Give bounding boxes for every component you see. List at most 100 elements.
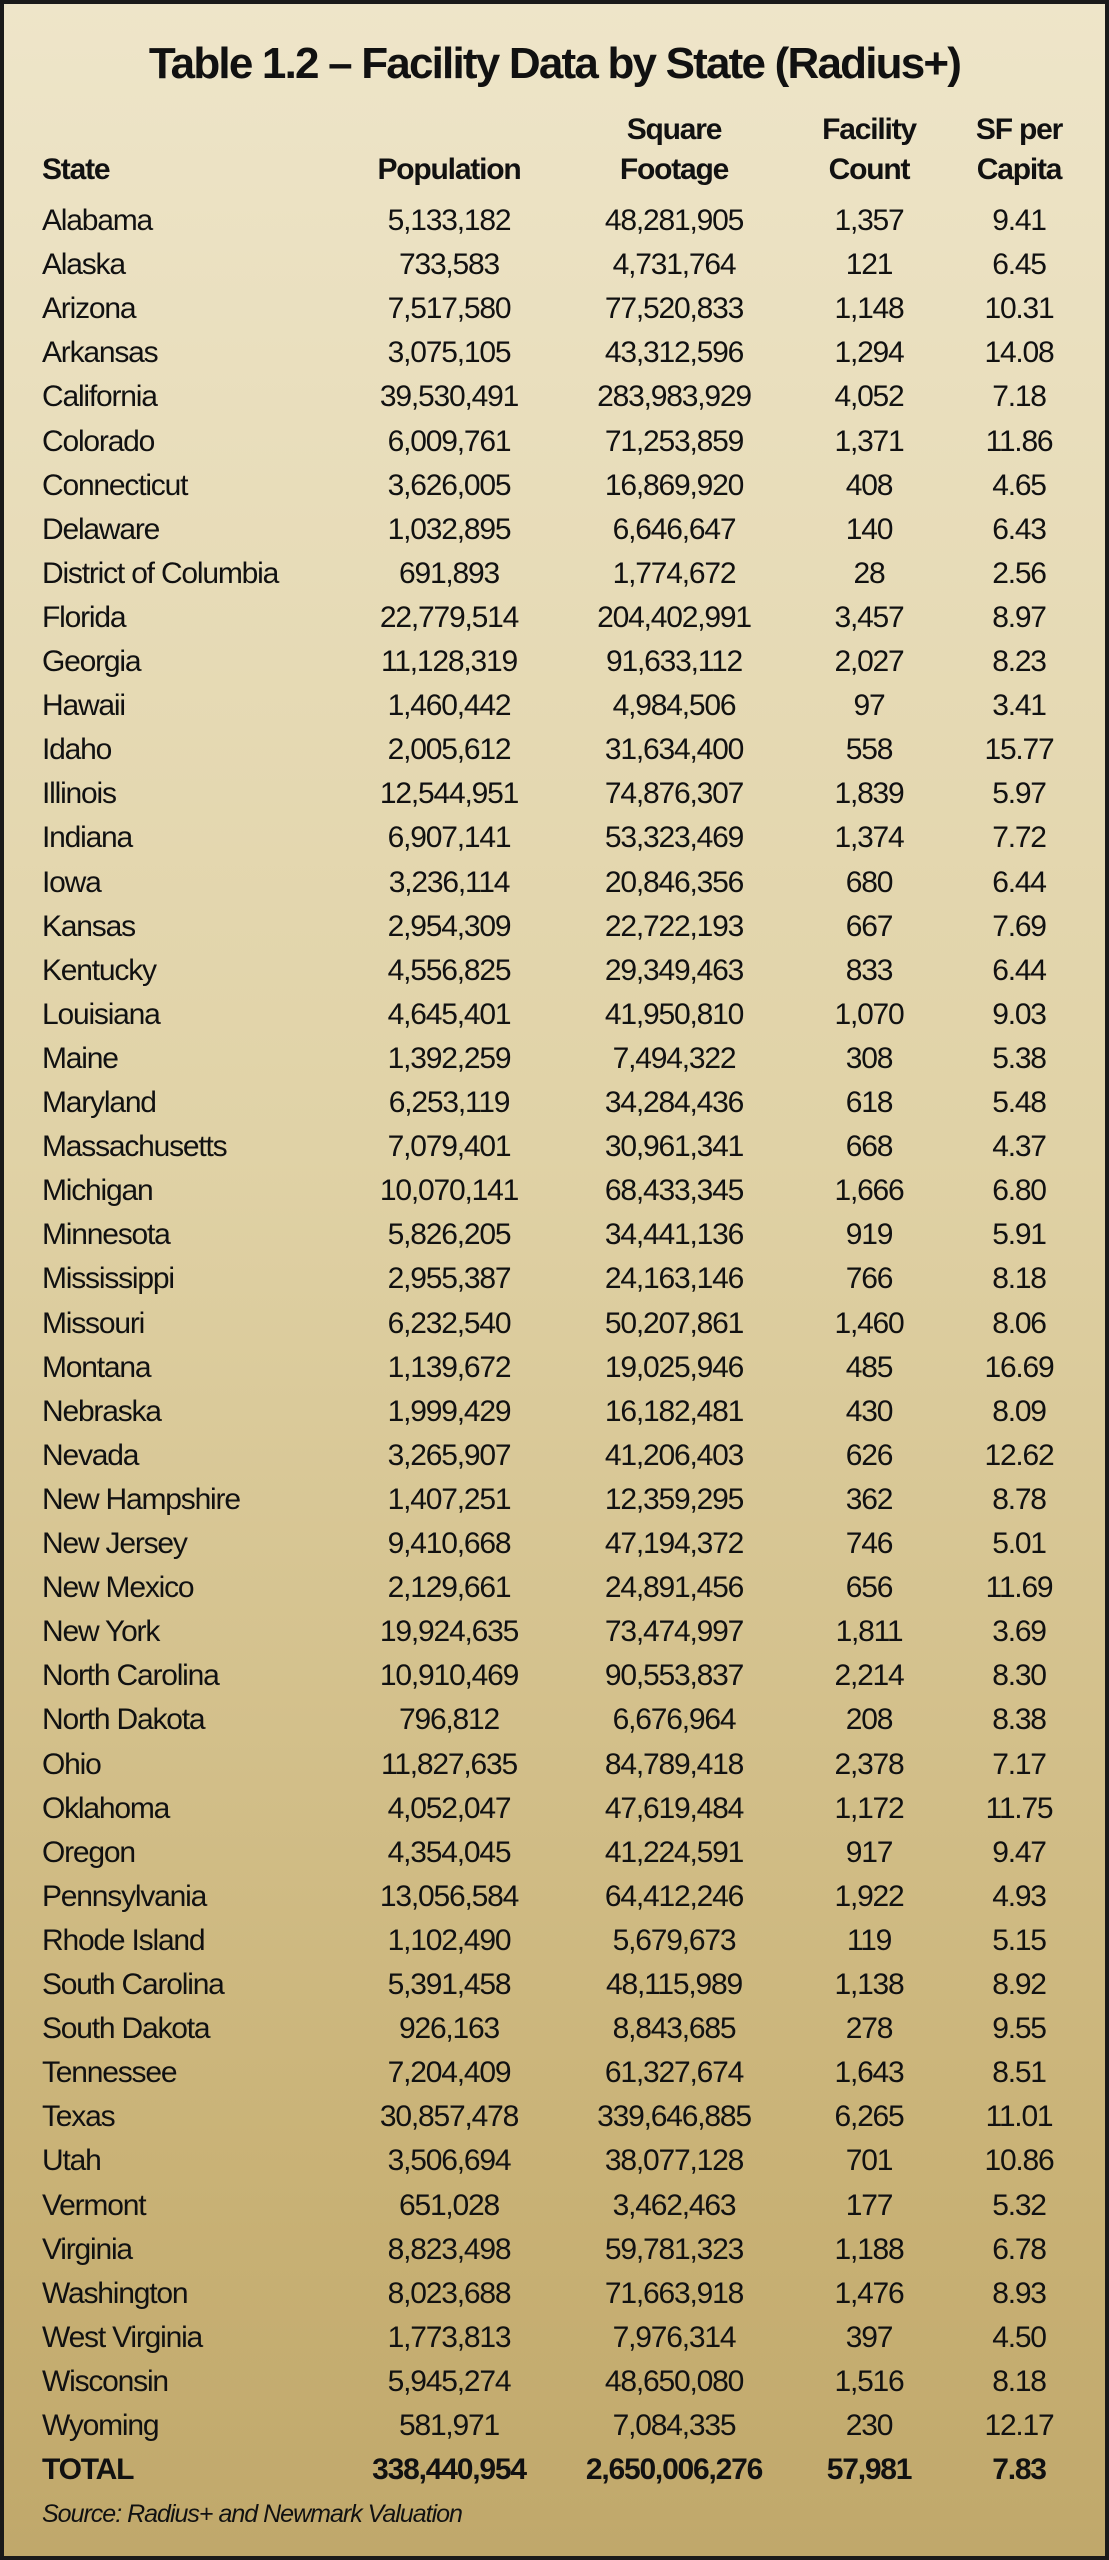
header-state-label: State — [42, 153, 111, 186]
table-row: Oregon 4,354,045 41,224,591 917 9.47 — [4, 1831, 1105, 1875]
cell-sf-per-capita: 5.91 — [992, 1218, 1047, 1252]
table-row: Indiana 6,907,141 53,323,469 1,374 7.72 — [4, 816, 1105, 860]
cell-state: Hawaii — [42, 689, 126, 723]
table-row: Rhode Island 1,102,490 5,679,673 119 5.15 — [4, 1919, 1105, 1963]
cell-square-footage: 43,312,596 — [604, 336, 744, 370]
cell-square-footage: 6,646,647 — [612, 512, 737, 546]
cell-population: 733,583 — [398, 248, 500, 282]
cell-state: New Hampshire — [42, 1482, 241, 1516]
cell-population: 5,391,458 — [387, 1968, 512, 2001]
cell-facility-count: 2,214 — [834, 1659, 904, 1693]
cell-facility-count: 1,666 — [834, 1174, 904, 1208]
cell-sf-per-capita: 9.55 — [992, 2012, 1047, 2046]
cell-state: Connecticut — [42, 468, 188, 502]
table-row: Nebraska 1,999,429 16,182,481 430 8.09 — [4, 1390, 1105, 1434]
cell-population: 39,530,491 — [379, 380, 519, 414]
cell-population: 6,232,540 — [387, 1306, 512, 1340]
cell-square-footage: 1,774,672 — [612, 556, 737, 590]
cell-sf-per-capita: 9.03 — [992, 997, 1047, 1031]
cell-sf-per-capita: 8.93 — [992, 2276, 1047, 2310]
table-row: Nevada 3,265,907 41,206,403 626 12.62 — [4, 1434, 1105, 1478]
cell-facility-count: 408 — [845, 468, 894, 502]
table-row: South Carolina 5,391,458 48,115,989 1,138 8.… — [4, 1963, 1105, 2007]
cell-population: 1,407,251 — [387, 1482, 512, 1516]
cell-population: 651,028 — [398, 2188, 500, 2222]
cell-state: Nebraska — [42, 1394, 162, 1428]
header-facility-count: Facility Count — [804, 110, 934, 190]
table-row: Arkansas 3,075,105 43,312,596 1,294 14.08 — [4, 331, 1105, 375]
cell-square-footage: 16,869,920 — [604, 468, 744, 502]
cell-square-footage: 41,224,591 — [604, 1835, 744, 1869]
cell-population: 7,517,580 — [387, 292, 512, 326]
table-row: Maryland 6,253,119 34,284,436 618 5.48 — [4, 1081, 1105, 1125]
cell-state: Ohio — [42, 1747, 102, 1781]
table-row: Montana 1,139,672 19,025,946 485 16.69 — [4, 1346, 1105, 1390]
cell-square-footage: 38,077,128 — [604, 2144, 744, 2178]
cell-sf-per-capita: 5.38 — [992, 1041, 1047, 1075]
table-row: Georgia 11,128,319 91,633,112 2,027 8.23 — [4, 640, 1105, 684]
table-row: Arizona 7,517,580 77,520,833 1,148 10.31 — [4, 287, 1105, 331]
cell-sf-per-capita: 4.37 — [992, 1130, 1047, 1164]
cell-square-footage: 71,663,918 — [604, 2276, 744, 2310]
cell-facility-count: 1,643 — [834, 2056, 904, 2090]
header-sf-per-capita: SF per Capita — [959, 110, 1079, 190]
cell-square-footage: 7,084,335 — [612, 2409, 737, 2442]
cell-state: North Carolina — [42, 1659, 220, 1693]
table-row: Utah 3,506,694 38,077,128 701 10.86 — [4, 2139, 1105, 2183]
cell-facility-count: 177 — [845, 2188, 894, 2222]
cell-sf-per-capita: 8.09 — [992, 1394, 1047, 1428]
cell-population: 6,009,761 — [387, 424, 512, 458]
cell-square-footage: 48,281,905 — [604, 204, 744, 237]
cell-state: Mississippi — [42, 1262, 175, 1296]
table-row: Florida 22,779,514 204,402,991 3,457 8.97 — [4, 596, 1105, 640]
cell-population: 22,779,514 — [379, 600, 519, 634]
cell-state: Idaho — [42, 733, 112, 767]
cell-sf-per-capita: 6.80 — [992, 1174, 1047, 1208]
cell-facility-count: 1,188 — [834, 2232, 904, 2266]
table-row: Delaware 1,032,895 6,646,647 140 6.43 — [4, 508, 1105, 552]
table-row: Massachusetts 7,079,401 30,961,341 668 4.37 — [4, 1125, 1105, 1169]
cell-state: Tennessee — [42, 2056, 178, 2090]
header-population-label: Population — [377, 153, 522, 186]
cell-facility-count: 701 — [845, 2144, 894, 2178]
table-row: Ohio 11,827,635 84,789,418 2,378 7.17 — [4, 1743, 1105, 1787]
cell-facility-count: 558 — [845, 733, 894, 767]
cell-facility-count: 667 — [845, 909, 894, 943]
cell-population: 4,052,047 — [387, 1791, 512, 1825]
cell-square-footage: 283,983,929 — [597, 380, 752, 414]
cell-facility-count: 1,294 — [834, 336, 904, 370]
table-row: Illinois 12,544,951 74,876,307 1,839 5.97 — [4, 772, 1105, 816]
cell-sf-per-capita: 5.48 — [992, 1086, 1047, 1119]
cell-population: 7,204,409 — [387, 2056, 512, 2090]
table-row: West Virginia 1,773,813 7,976,314 397 4.50 — [4, 2316, 1105, 2360]
table-row: Idaho 2,005,612 31,634,400 558 15.77 — [4, 728, 1105, 772]
cell-state: Massachusetts — [42, 1130, 228, 1164]
header-line: SF per — [975, 113, 1063, 146]
cell-state: Oregon — [42, 1835, 136, 1869]
cell-sf-per-capita: 6.44 — [992, 865, 1047, 899]
cell-population: 5,826,205 — [387, 1218, 512, 1252]
cell-square-footage: 4,984,506 — [612, 689, 737, 723]
cell-facility-count: 397 — [845, 2320, 894, 2354]
cell-sf-per-capita: 8.92 — [992, 1968, 1047, 2001]
table-row: New Hampshire 1,407,251 12,359,295 362 8.78 — [4, 1478, 1105, 1522]
cell-sf-per-capita: 5.15 — [992, 1923, 1047, 1957]
cell-population: 30,857,478 — [379, 2100, 519, 2134]
table-row: Colorado 6,009,761 71,253,859 1,371 11.86 — [4, 420, 1105, 464]
cell-facility-count: 919 — [845, 1218, 894, 1252]
table-row: District of Columbia 691,893 1,774,672 28 2.… — [4, 552, 1105, 596]
cell-square-footage: 53,323,469 — [604, 821, 744, 855]
cell-sf-per-capita: 4.93 — [992, 1879, 1047, 1913]
cell-state: Kentucky — [42, 953, 157, 987]
cell-sf-per-capita: 8.97 — [992, 600, 1047, 634]
cell-sf-per-capita: 11.69 — [985, 1571, 1054, 1605]
cell-population: 2,955,387 — [387, 1262, 512, 1296]
table-title: Table 1.2 – Facility Data by State (Radi… — [148, 39, 962, 88]
cell-sf-per-capita: 12.17 — [984, 2409, 1054, 2442]
cell-square-footage: 41,950,810 — [604, 997, 744, 1031]
cell-facility-count: 430 — [845, 1394, 894, 1428]
cell-square-footage: 31,634,400 — [604, 733, 744, 767]
cell-sf-per-capita: 7.17 — [992, 1747, 1047, 1781]
cell-sf-per-capita: 8.51 — [992, 2056, 1047, 2090]
cell-sf-per-capita: 7.69 — [992, 909, 1047, 943]
